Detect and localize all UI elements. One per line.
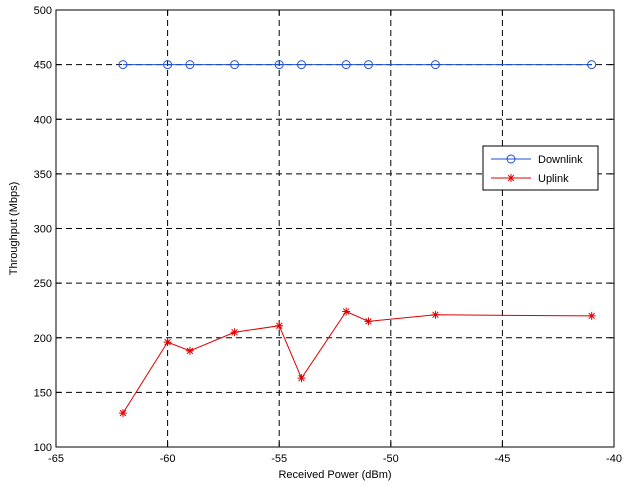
uplink-line bbox=[122, 310, 592, 414]
downlink-point bbox=[274, 60, 284, 70]
y-tick-label: 500 bbox=[34, 5, 52, 17]
uplink-point bbox=[275, 321, 284, 330]
tick-labels: -65 -60 -55 -50 -45 -40 100 150 200 250 300 350 400 4… bbox=[34, 5, 622, 465]
uplink-point bbox=[118, 409, 127, 418]
uplink-point bbox=[185, 346, 194, 355]
y-tick-label: 150 bbox=[34, 387, 52, 399]
downlink-point bbox=[363, 60, 373, 70]
uplink-point bbox=[431, 310, 440, 319]
x-tick-label: -55 bbox=[271, 453, 287, 465]
downlink-point bbox=[297, 60, 307, 70]
grid bbox=[56, 10, 614, 447]
downlink-legend-label: Downlink bbox=[538, 154, 583, 166]
y-axis-title: Throughput (Mbps) bbox=[8, 182, 20, 276]
x-tick-label: -65 bbox=[48, 453, 64, 465]
downlink-point bbox=[163, 60, 173, 70]
downlink-legend-marker bbox=[506, 154, 516, 164]
x-tick-label: -45 bbox=[494, 453, 510, 465]
downlink-series bbox=[118, 60, 597, 70]
x-tick-label: -40 bbox=[606, 453, 622, 465]
x-axis-title: Received Power (dBm) bbox=[278, 469, 391, 481]
downlink-point bbox=[430, 60, 440, 70]
y-tick-label: 400 bbox=[34, 114, 52, 126]
downlink-point bbox=[118, 60, 128, 70]
uplink-point bbox=[364, 317, 373, 326]
downlink-point bbox=[341, 60, 351, 70]
uplink-point bbox=[230, 328, 239, 337]
downlink-point bbox=[185, 60, 195, 70]
y-tick-label: 200 bbox=[34, 333, 52, 345]
legend: Downlink Uplink bbox=[482, 145, 599, 191]
y-tick-label: 100 bbox=[34, 442, 52, 454]
legend-box bbox=[482, 145, 599, 191]
downlink-point bbox=[587, 60, 597, 70]
y-tick-label: 300 bbox=[34, 224, 52, 236]
uplink-point bbox=[587, 311, 596, 320]
y-tick-label: 250 bbox=[34, 278, 52, 290]
uplink-legend-marker bbox=[507, 174, 515, 182]
uplink-series bbox=[118, 307, 596, 418]
uplink-point bbox=[342, 307, 351, 316]
series-layer bbox=[118, 60, 597, 418]
uplink-point bbox=[297, 374, 306, 383]
uplink-point bbox=[163, 338, 172, 347]
downlink-point bbox=[230, 60, 240, 70]
y-tick-label: 350 bbox=[34, 169, 52, 181]
uplink-legend-label: Uplink bbox=[538, 173, 569, 185]
x-tick-label: -50 bbox=[383, 453, 399, 465]
y-tick-label: 450 bbox=[34, 60, 52, 72]
x-tick-label: -60 bbox=[160, 453, 176, 465]
